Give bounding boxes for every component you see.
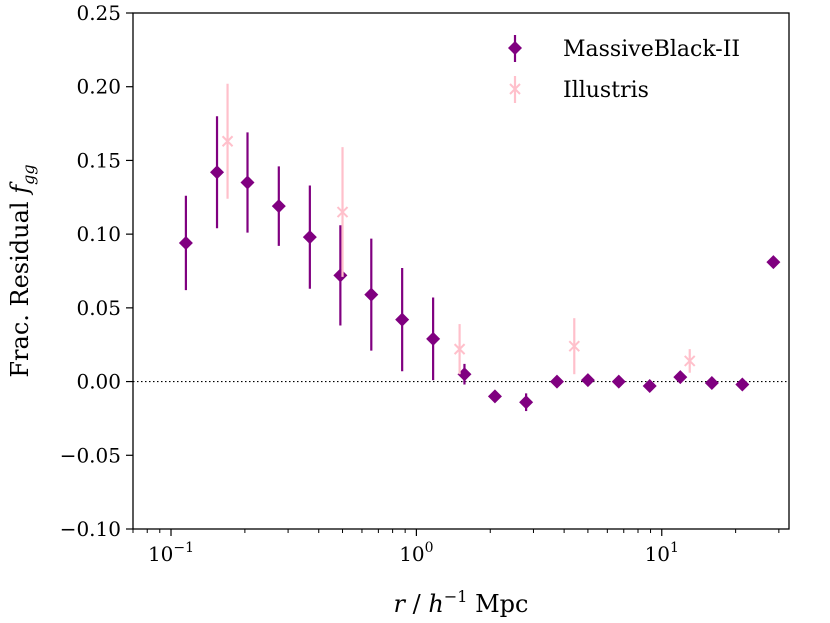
data-point (487, 389, 502, 404)
y-tick-label: 0.15 (76, 148, 121, 172)
legend-marker-massiveblack (508, 41, 522, 55)
data-point (178, 235, 193, 250)
data-point (642, 378, 657, 393)
x-axis: 10−1 100 101 (132, 529, 780, 566)
data-point (336, 206, 349, 218)
x-tick-label: 10−1 (148, 540, 194, 566)
series-layer (178, 83, 781, 412)
y-tick-label: 0.05 (76, 296, 121, 320)
data-point (240, 175, 255, 190)
plot-frame (132, 12, 790, 530)
y-tick-label: 0.00 (76, 370, 121, 394)
legend: MassiveBlack-II Illustris (508, 35, 740, 103)
data-point (221, 135, 234, 147)
data-point (519, 395, 534, 410)
series-massiveblack (178, 116, 781, 412)
y-axis: 0.25 0.20 0.15 0.10 0.05 0.00 −0.05 −0.10 (60, 1, 133, 541)
legend-entry-massiveblack: MassiveBlack-II (508, 35, 740, 62)
y-tick-label: −0.10 (60, 517, 121, 541)
data-point (302, 230, 317, 245)
x-tick-label: 101 (645, 540, 679, 566)
data-point (684, 355, 696, 367)
legend-entry-illustris: Illustris (509, 76, 649, 103)
data-point (453, 343, 466, 355)
data-point (735, 377, 750, 392)
y-tick-label: 0.10 (76, 222, 121, 246)
data-point (549, 374, 564, 389)
data-point (210, 165, 225, 180)
data-point (766, 255, 781, 270)
data-point (395, 312, 410, 327)
legend-label-massiveblack: MassiveBlack-II (563, 37, 740, 62)
data-point (457, 367, 472, 382)
x-axis-label: r / h−1 Mpc (394, 587, 529, 618)
data-point (568, 340, 580, 352)
y-axis-label: Frac. Residual fgg (6, 164, 38, 377)
data-point (426, 331, 441, 346)
legend-label-illustris: Illustris (563, 78, 649, 103)
data-point (271, 199, 286, 214)
data-point (333, 268, 348, 283)
data-point (704, 376, 719, 391)
series-illustris (221, 83, 696, 375)
y-tick-label: 0.25 (76, 1, 121, 25)
data-point (580, 373, 595, 388)
data-point (673, 370, 688, 385)
x-tick-label: 100 (399, 540, 433, 566)
y-tick-label: −0.05 (60, 443, 121, 467)
legend-marker-illustris (509, 83, 521, 95)
data-point (611, 374, 626, 389)
y-tick-label: 0.20 (76, 75, 121, 99)
data-point (364, 287, 379, 302)
